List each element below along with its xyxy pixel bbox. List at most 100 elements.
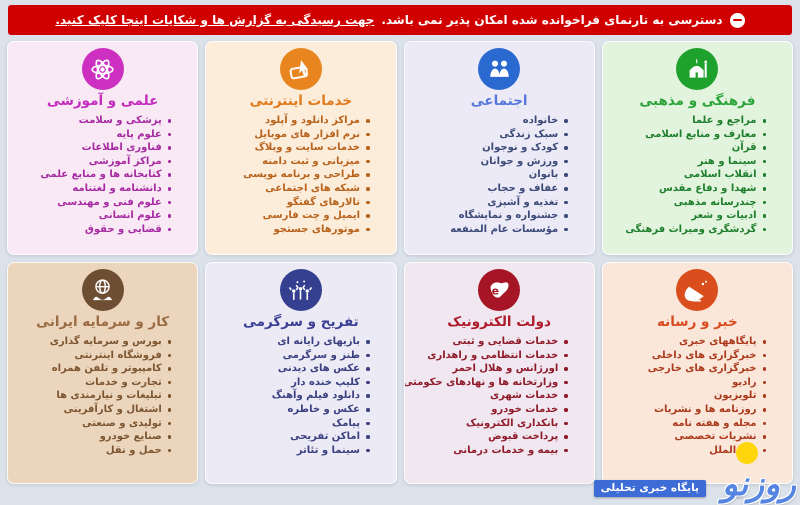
category-link[interactable]: اماکن تفریحی bbox=[290, 431, 360, 443]
category-link[interactable]: تبلیغات و نیازمندی ها bbox=[56, 390, 162, 402]
category-link[interactable]: دانشنامه و لغتنامه bbox=[72, 182, 162, 194]
category-title[interactable]: کار و سرمایه ایرانی bbox=[36, 314, 170, 330]
category-link[interactable]: صنایع خودرو bbox=[99, 431, 162, 443]
minus-circle-icon bbox=[729, 12, 745, 28]
category-link[interactable]: عکس های دیدنی bbox=[277, 363, 360, 375]
category-link[interactable]: بین الملل bbox=[709, 444, 757, 456]
category-links: پایگاههای خبری خبرگزاری های داخلی خبرگزاری… bbox=[603, 335, 792, 457]
category-link[interactable]: شهدا و دفاع مقدس bbox=[658, 182, 757, 194]
category-link[interactable]: تولیدی و صنعتی bbox=[82, 417, 162, 429]
category-title[interactable]: تفریح و سرگرمی bbox=[243, 314, 359, 330]
complaint-link[interactable]: جهت رسیدگی به گزارش ها و شکایات اینجا کل… bbox=[55, 13, 375, 27]
category-link[interactable]: خدمات خودرو bbox=[491, 403, 559, 415]
category-link[interactable]: جشنواره و نمایشگاه bbox=[458, 210, 559, 222]
category-link[interactable]: خدمات انتظامی و راهداری bbox=[427, 349, 559, 361]
category-link[interactable]: مجله و هفته نامه bbox=[672, 417, 757, 429]
category-link[interactable]: خبرگزاری های خارجی bbox=[647, 363, 757, 375]
category-link[interactable]: خانواده bbox=[522, 115, 559, 126]
bullet-icon bbox=[167, 408, 172, 412]
category-link[interactable]: کامپیوتر و تلفن همراه bbox=[51, 363, 162, 375]
category-link[interactable]: فروشگاه اینترنتی bbox=[74, 349, 162, 361]
category-link[interactable]: کتابخانه ها و منابع علمی bbox=[40, 169, 162, 181]
category-link[interactable]: پزشکی و سلامت bbox=[78, 115, 162, 126]
bullet-icon bbox=[366, 159, 370, 164]
category-link[interactable]: تغذیه و آشپزی bbox=[487, 196, 559, 208]
category-link-item: تغذیه و آشپزی bbox=[411, 196, 568, 210]
category-link[interactable]: ورزش و جوانان bbox=[480, 155, 559, 167]
category-link[interactable]: کلیپ خنده دار bbox=[291, 376, 360, 388]
category-link[interactable]: گردشگری ومیراث فرهنگی bbox=[625, 223, 757, 235]
category-link[interactable]: قرآن bbox=[731, 142, 757, 154]
category-link[interactable]: نرم افزار های موبایل bbox=[254, 128, 360, 140]
category-link-item: چندرسانه مذهبی bbox=[609, 196, 766, 210]
category-title[interactable]: فرهنگی و مذهبی bbox=[639, 93, 756, 109]
category-link[interactable]: موتورهای جستجو bbox=[273, 223, 360, 235]
category-link-item: فناوری اطلاعات bbox=[14, 141, 172, 155]
category-link[interactable]: میزبانی و ثبت دامنه bbox=[262, 155, 360, 167]
category-link[interactable]: پیامک bbox=[331, 417, 360, 429]
category-link[interactable]: خدمات شهری bbox=[489, 390, 559, 402]
category-link[interactable]: سینما و هنر bbox=[697, 155, 757, 167]
bullet-icon bbox=[167, 394, 172, 398]
category-link[interactable]: فناوری اطلاعات bbox=[81, 142, 162, 154]
category-link-item: شبکه های اجتماعی bbox=[212, 182, 370, 196]
category-link-item: سینما و تئاتر bbox=[212, 444, 370, 458]
category-link[interactable]: علوم انسانی bbox=[98, 210, 162, 222]
category-link[interactable]: تلویزیون bbox=[713, 390, 757, 402]
category-link[interactable]: کودک و نوجوان bbox=[482, 142, 559, 154]
category-link[interactable]: خبرگزاری های داخلی bbox=[651, 349, 757, 361]
blocked-access-banner: دسترسی به تارنمای فراخوانده شده امکان پذ… bbox=[8, 5, 792, 35]
category-link-item: وزارتخانه ها و نهادهای حکومتی bbox=[405, 376, 568, 390]
category-link[interactable]: علوم پایه bbox=[116, 128, 162, 140]
category-title[interactable]: علمی و آموزشی bbox=[46, 93, 159, 109]
category-title[interactable]: خدمات اینترنتی bbox=[249, 93, 353, 109]
category-link[interactable]: مؤسسات عام المنفعه bbox=[450, 223, 559, 235]
category-link[interactable]: تجارت و خدمات bbox=[85, 376, 162, 388]
category-link[interactable]: ادبیات و شعر bbox=[691, 210, 757, 222]
category-link[interactable]: وزارتخانه ها و نهادهای حکومتی bbox=[403, 376, 559, 388]
category-title[interactable]: دولت الکترونیک bbox=[447, 314, 551, 330]
category-link[interactable]: سینما و تئاتر bbox=[296, 444, 360, 456]
category-link[interactable]: دانلود فیلم وآهنگ bbox=[271, 390, 360, 402]
bullet-icon bbox=[564, 435, 568, 439]
category-link[interactable]: علوم فنی و مهندسی bbox=[57, 196, 162, 208]
category-link[interactable]: مراکز آموزشی bbox=[88, 155, 162, 167]
category-link[interactable]: سبک زندگی bbox=[499, 128, 559, 140]
category-link[interactable]: پایگاههای خبری bbox=[679, 336, 757, 347]
category-links: خدمات قضایی و ثبتی خدمات انتظامی و راهدار… bbox=[405, 335, 594, 457]
category-link[interactable]: تالارهای گفتگو bbox=[286, 196, 360, 208]
category-link[interactable]: بورس و سرمایه گذاری bbox=[49, 336, 162, 347]
category-card: فرهنگی و مذهبی مراجع و علما معارف و منابع… bbox=[601, 41, 793, 255]
category-link[interactable]: اشتغال و کارآفرینی bbox=[63, 403, 162, 415]
category-link-item: اورژانس و هلال احمر bbox=[411, 362, 568, 376]
category-link[interactable]: خدمات قضایی و ثبتی bbox=[452, 336, 559, 347]
category-link[interactable]: پرداخت قبوض bbox=[488, 431, 559, 443]
category-link[interactable]: بانکداری الکترونیک bbox=[465, 417, 559, 429]
category-link[interactable]: معارف و منابع اسلامی bbox=[645, 128, 757, 140]
category-title[interactable]: اجتماعی bbox=[470, 93, 528, 109]
category-link[interactable]: حمل و نقل bbox=[105, 444, 162, 456]
category-link[interactable]: بیمه و خدمات درمانی bbox=[453, 444, 559, 456]
category-title[interactable]: خبر و رسانه bbox=[656, 314, 738, 330]
category-link[interactable]: بازیهای رایانه ای bbox=[277, 336, 360, 347]
category-link[interactable]: عکس و خاطره bbox=[287, 403, 360, 415]
category-link[interactable]: قضایی و حقوق bbox=[84, 223, 162, 235]
category-link[interactable]: بانوان bbox=[528, 169, 559, 181]
category-link[interactable]: ایمیل و چت فارسی bbox=[262, 210, 360, 222]
site-watermark: روزنو پایگاه خبری تحلیلی bbox=[593, 442, 798, 500]
category-link[interactable]: نشریات تخصصی bbox=[674, 431, 757, 443]
category-link[interactable]: طنز و سرگرمی bbox=[282, 349, 360, 361]
category-link[interactable]: اورژانس و هلال احمر bbox=[452, 363, 559, 375]
category-link[interactable]: انقلاب اسلامی bbox=[683, 169, 757, 181]
category-link[interactable]: خدمات سایت و وبلاگ bbox=[254, 142, 360, 154]
category-link[interactable]: عفاف و حجاب bbox=[487, 182, 559, 194]
category-link[interactable]: مراکز دانلود و آپلود bbox=[265, 115, 360, 126]
category-link[interactable]: شبکه های اجتماعی bbox=[265, 182, 360, 194]
bullet-icon bbox=[762, 340, 766, 344]
category-link[interactable]: رادیو bbox=[732, 376, 757, 388]
category-link[interactable]: روزنامه ها و نشریات bbox=[653, 403, 757, 415]
category-link[interactable]: مراجع و علما bbox=[692, 115, 757, 126]
category-link-item: خدمات قضایی و ثبتی bbox=[411, 335, 568, 349]
category-link[interactable]: چندرسانه مذهبی bbox=[673, 196, 757, 208]
category-link[interactable]: طراحی و برنامه نویسی bbox=[243, 169, 360, 181]
